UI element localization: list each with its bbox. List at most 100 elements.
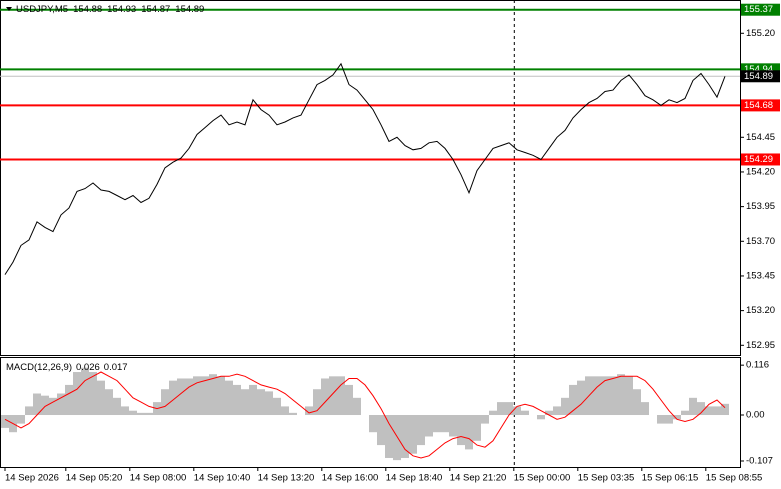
level-label: 154.68 — [744, 100, 773, 111]
macd-bar — [313, 389, 321, 416]
y-tick-label: 153.70 — [746, 236, 775, 247]
macd-bar — [369, 415, 377, 433]
y-tick-label: 153.45 — [746, 270, 775, 281]
macd-bar — [49, 397, 57, 416]
macd-bar — [321, 378, 329, 416]
macd-bar — [193, 376, 201, 416]
macd-bar — [665, 415, 673, 424]
macd-bar — [289, 412, 297, 416]
macd-bar — [129, 410, 137, 416]
macd-bar — [465, 415, 473, 450]
level-label-box — [741, 3, 780, 16]
macd-bar — [257, 389, 265, 416]
ohlc-value: 154.89 — [175, 4, 204, 15]
macd-bar — [113, 397, 121, 416]
y-tick-label: 0.116 — [746, 360, 769, 371]
macd-bar — [489, 410, 497, 416]
macd-bar — [617, 374, 625, 416]
macd-bar — [89, 372, 97, 416]
macd-bar — [281, 406, 289, 416]
macd-bar — [553, 406, 561, 416]
macd-bar — [633, 389, 641, 416]
x-tick-label: 14 Sep 2026 — [5, 473, 59, 484]
macd-bar — [185, 378, 193, 416]
macd-value: 0.017 — [104, 362, 128, 373]
macd-bar — [409, 415, 417, 454]
x-tick-label: 14 Sep 05:20 — [66, 473, 123, 484]
current-price-label: 154.89 — [744, 71, 773, 82]
ohlc-value: 154.88 — [73, 4, 102, 15]
x-tick-label: 14 Sep 08:00 — [130, 473, 187, 484]
macd-bar — [233, 384, 241, 416]
macd-bar — [265, 391, 273, 416]
macd-bar — [137, 412, 145, 416]
macd-bar — [569, 384, 577, 416]
current-price-box — [741, 70, 780, 83]
macd-bar — [145, 412, 153, 416]
macd-bar — [705, 406, 713, 416]
macd-bar — [217, 376, 225, 416]
macd-bar — [17, 415, 25, 424]
macd-bar — [457, 415, 465, 446]
macd-bar — [105, 389, 113, 416]
level-label: 154.94 — [744, 64, 773, 75]
macd-bar — [601, 376, 609, 416]
y-tick-label: 153.20 — [746, 305, 775, 316]
macd-bar — [81, 367, 89, 416]
level-label: 154.29 — [744, 154, 773, 165]
macd-bar — [721, 403, 729, 416]
macd-bar — [713, 406, 721, 416]
macd-bar — [121, 406, 129, 416]
macd-bar — [521, 410, 529, 416]
y-tick-label: 0.00 — [746, 410, 765, 421]
macd-bar — [577, 380, 585, 416]
y-tick-label: 155.20 — [746, 28, 775, 39]
y-tick-label: 154.20 — [746, 166, 775, 177]
x-tick-label: 15 Sep 03:35 — [578, 473, 635, 484]
macd-bar — [681, 410, 689, 416]
x-tick-label: 14 Sep 13:20 — [258, 473, 315, 484]
macd-bar — [41, 395, 49, 416]
y-tick-label: 154.45 — [746, 132, 775, 143]
x-tick-label: 14 Sep 10:40 — [194, 473, 251, 484]
macd-bar — [673, 415, 681, 420]
macd-bar — [177, 378, 185, 416]
macd-bar — [609, 376, 617, 416]
macd-bar — [249, 384, 257, 416]
x-tick-label: 15 Sep 00:00 — [514, 473, 571, 484]
macd-bar — [513, 406, 521, 416]
macd-bar — [417, 415, 425, 446]
macd-header: MACD(12,26,9) 0.026 0.017 — [6, 362, 128, 373]
macd-bar — [441, 415, 449, 433]
level-label-box — [741, 99, 780, 112]
macd-bar — [481, 415, 489, 424]
y-tick-label: 152.95 — [746, 340, 775, 351]
level-label: 155.37 — [744, 4, 773, 15]
symbol: USDJPY,M5 — [16, 4, 68, 15]
macd-bar — [377, 415, 385, 446]
macd-bar — [697, 402, 705, 416]
header: USDJPY,M5 154.88 154.93 154.87 154.89 — [16, 4, 204, 15]
macd-bar — [545, 410, 553, 416]
macd-frame — [0, 357, 741, 468]
macd-bar — [201, 376, 209, 416]
macd-bar — [641, 402, 649, 416]
macd-bar — [657, 415, 665, 424]
y-tick-label: -0.107 — [746, 456, 773, 467]
macd-bar — [449, 415, 457, 437]
macd-bar — [1, 415, 9, 428]
x-tick-label: 14 Sep 18:40 — [386, 473, 443, 484]
level-label-box — [741, 153, 780, 166]
macd-bar — [353, 397, 361, 416]
signal-line — [4, 371, 726, 459]
x-tick-label: 15 Sep 08:55 — [706, 473, 763, 484]
macd-bar — [241, 389, 249, 416]
macd-bar — [505, 402, 513, 416]
macd-bar — [225, 380, 233, 416]
macd-bar — [57, 393, 65, 416]
macd-bar — [385, 415, 393, 458]
macd-bar — [65, 384, 73, 416]
header-arrow — [6, 7, 12, 11]
macd-bar — [497, 402, 505, 416]
